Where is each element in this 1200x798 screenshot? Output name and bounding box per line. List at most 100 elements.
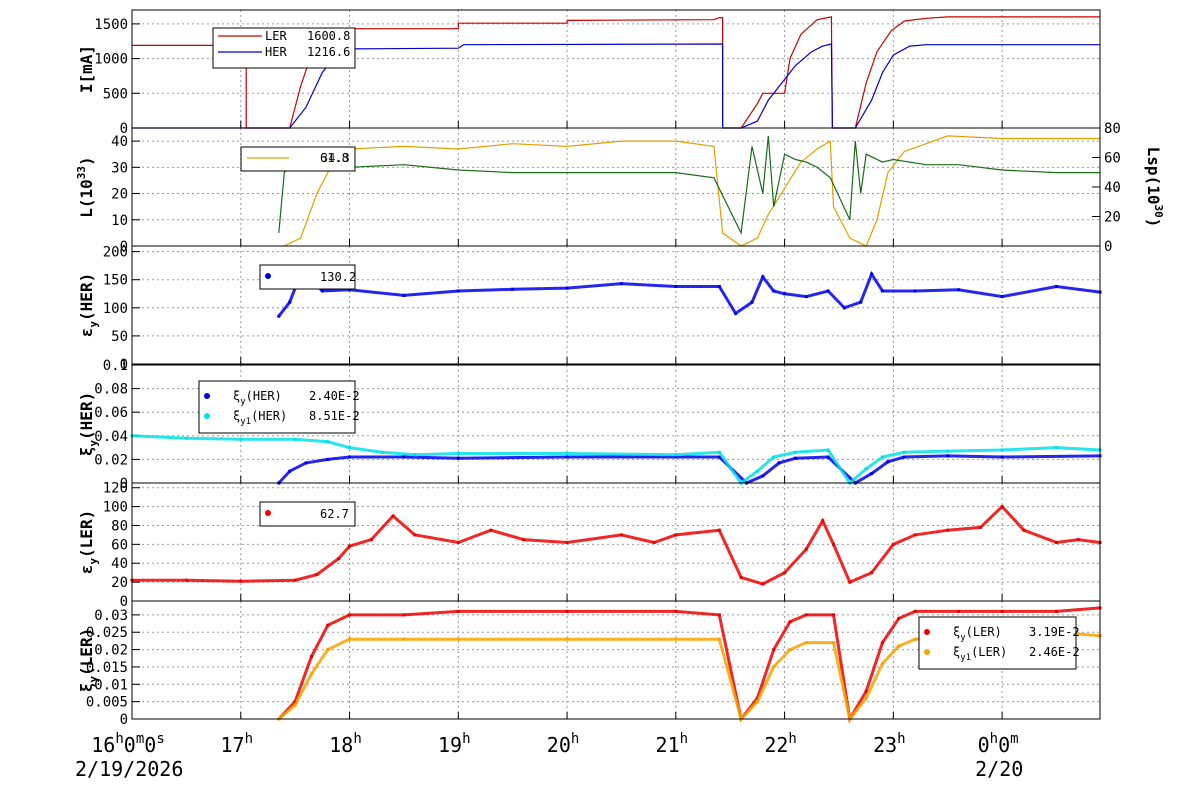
series-point [565,540,569,544]
series-point [864,467,868,471]
series-point [380,450,384,454]
x-tick-sup: h [990,731,998,747]
series-point [821,519,825,523]
series-point [293,703,297,707]
y-tick-label: 0.01 [94,677,128,693]
y-tick-label: 0.02 [94,452,128,468]
series-point [978,525,982,529]
series-point [293,578,297,582]
legend-label-sub: y [240,397,246,407]
series-point [734,311,738,315]
series-point [870,472,874,476]
series-line-Lsp [278,135,1100,235]
legend-value: 1216.6 [307,45,350,59]
panel-frame [131,245,1101,365]
series-point [804,295,808,299]
y-label-main: ε [77,328,96,338]
y-tick-label: 0 [120,476,128,492]
y-tick-label: 0 [120,357,128,373]
series-point [880,455,884,459]
series-point [326,648,330,652]
series-point [315,573,319,577]
series-point [309,672,313,676]
series-point [326,440,330,444]
series-point [1000,295,1004,299]
x-tick-main2: 0 [124,733,136,757]
x-date-next: 2/20 [975,757,1023,781]
series-point [842,306,846,310]
series-point [717,284,721,288]
series-point [619,282,623,286]
legend-marker [924,629,930,635]
y-axis-label: ξy(LER) [77,628,100,692]
series-point [826,289,830,293]
y2-tick-label: 20 [1104,210,1121,226]
x-tick-label: 20h [547,731,580,757]
series-point [870,272,874,276]
series-point [413,453,417,457]
y-label-end: ) [77,156,96,166]
y-tick-label: 60 [111,537,128,553]
y-axis-label: ξy(HER) [77,392,100,456]
x-tick-main: 16 [91,733,115,757]
y2-tick-label: 40 [1104,180,1121,196]
series-point [913,289,917,293]
series-point [456,609,460,613]
series-point [788,648,792,652]
series-point [1076,538,1080,542]
series-point [832,641,836,645]
legend-marker [204,413,210,419]
series-point [1000,448,1004,452]
y-tick-label: 0.015 [86,660,128,676]
y2-label-main: Lsp(10 [1144,147,1163,205]
series-point [1000,505,1004,509]
y-tick-label: 500 [103,86,128,102]
series-point [674,533,678,537]
series-point [755,700,759,704]
x-tick-main: 20 [547,733,571,757]
legend-emit_ler: 62.7 [259,501,356,527]
x-tick-main: 23 [873,733,897,757]
legend-label: LER [265,29,287,43]
y2-tick-label: 0 [1104,239,1112,255]
series-point [717,450,721,454]
series-point [761,275,765,279]
series-point [946,449,950,453]
series-point [772,648,776,652]
series-point [777,461,781,465]
y-tick-label: 30 [111,160,128,176]
y-tick-label: 40 [111,134,128,150]
legend-label-main: ξ [233,389,240,403]
series-point [783,292,787,296]
series-point [184,436,188,440]
series-point [870,571,874,575]
x-tick-sup: h [462,731,470,747]
y-tick-label: 120 [103,481,128,497]
y-label-end: (LER) [77,510,96,558]
legend-box [240,146,356,172]
series-point [652,540,656,544]
series-point [239,579,243,583]
series-point [565,455,569,459]
x-tick-main: 19 [438,733,462,757]
series-point [619,533,623,537]
series-point [1054,540,1058,544]
x-tick-sup: h [353,731,361,747]
y-tick-label: 0.025 [86,625,128,641]
panel-current: 0 500 1000 1500 I[mA] LER 1600.8 HER 1216.6 [77,9,1101,137]
series-point [304,461,308,465]
series-point [880,641,884,645]
y-label-main: L(10 [77,179,96,218]
series-point [1022,528,1026,532]
y-tick-label: 50 [111,329,128,345]
series-point [348,544,352,548]
y-tick-label: 0.005 [86,695,128,711]
series-point [761,474,765,478]
series-point [456,540,460,544]
series-point [772,455,776,459]
x-tick-label: 21h [656,731,689,757]
y2-tick-label: 80 [1104,121,1121,137]
series-point [674,609,678,613]
